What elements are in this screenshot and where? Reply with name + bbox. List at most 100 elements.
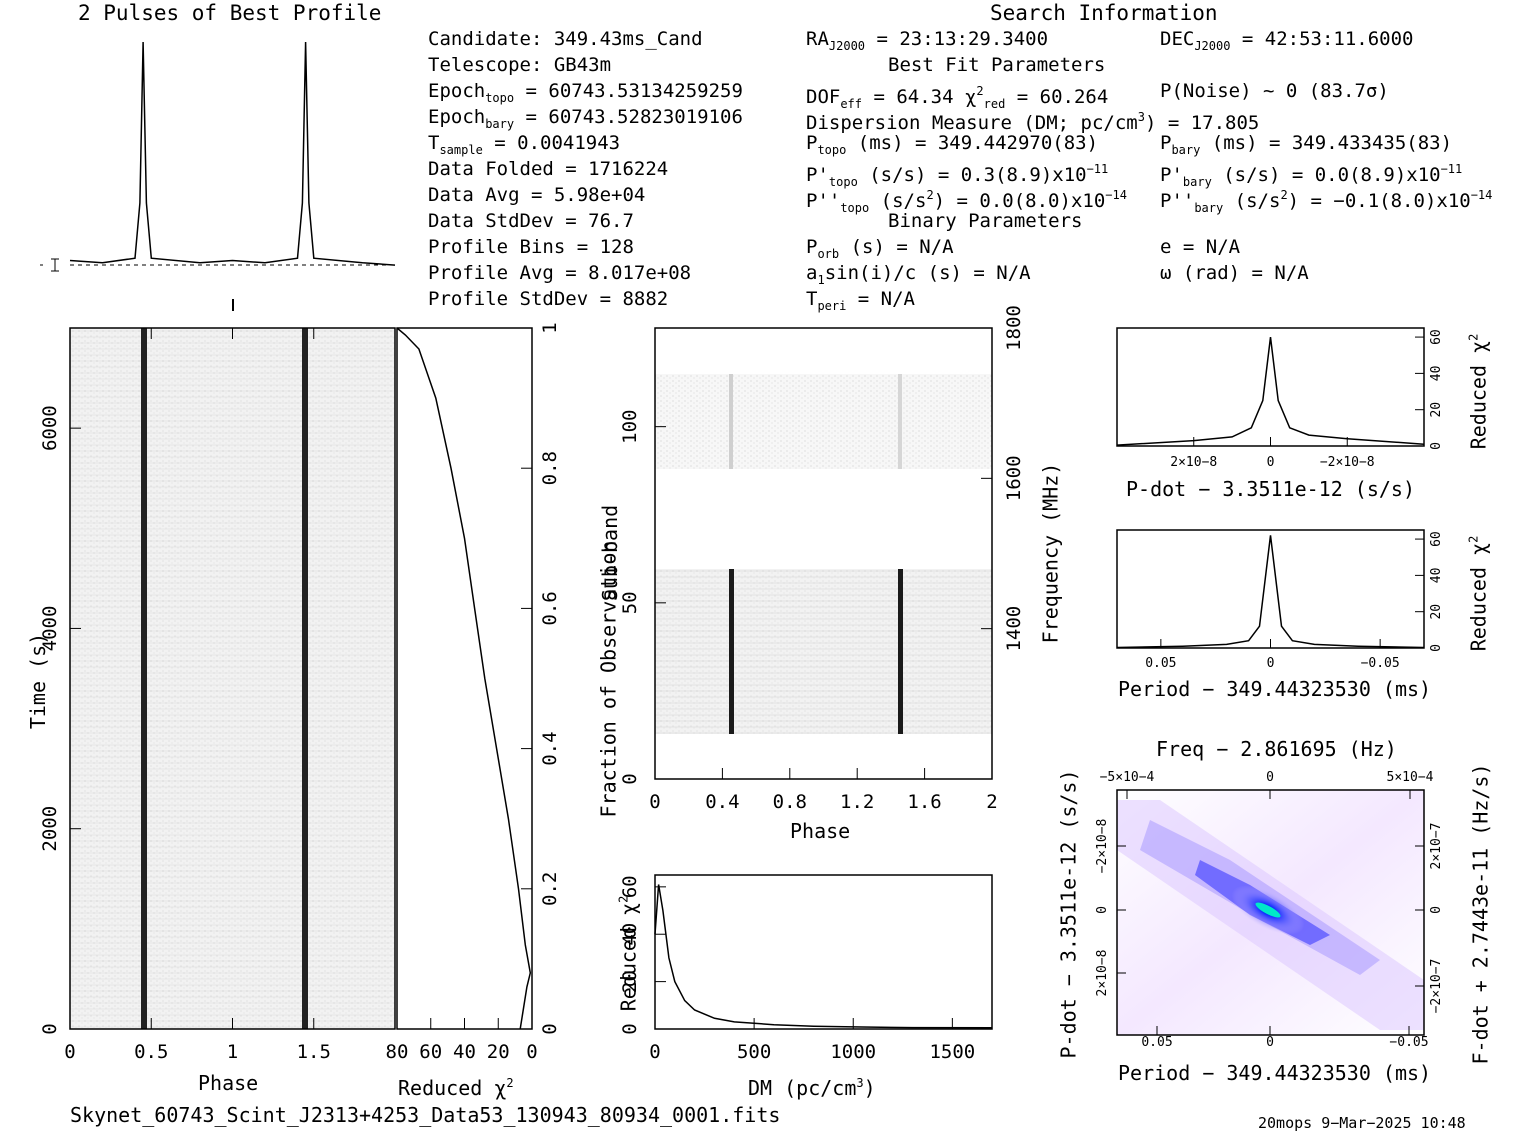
cf-xtick-label: 0 — [526, 1041, 537, 1063]
sb-xtick-label: 0.8 — [773, 791, 807, 813]
tp-xtick-label: 0.5 — [134, 1041, 168, 1063]
search-info-title: Search Information — [990, 1, 1218, 25]
pdot-xtick-label: 2×10−8 — [1170, 455, 1217, 470]
best-fit-title: Best Fit Parameters — [888, 54, 1106, 76]
cf-xtick-label: 60 — [419, 1041, 442, 1063]
tp-xtick-label: 1 — [227, 1041, 238, 1063]
tp-xtick-label: 1.5 — [297, 1041, 331, 1063]
cf-ytick-label: 0 — [539, 1023, 561, 1034]
tp-ytick-label: 4000 — [39, 606, 61, 652]
period-plot: 0.05 0 −0.05 0 20 40 60 — [1116, 529, 1444, 671]
period-xlabel: Period − 349.44323530 (ms) — [1118, 677, 1432, 701]
time-phase-plot: 0 0.5 1 1.5 0 2000 4000 6000 — [39, 327, 396, 1063]
subband-y2label: Frequency (MHz) — [1038, 462, 1063, 644]
pdot-plot: 2×10−8 0 −2×10−8 0 20 40 60 — [1116, 327, 1444, 470]
dm-xtick-label: 1000 — [830, 1041, 876, 1063]
binary-omega: ω (rad) = N/A — [1160, 262, 1309, 284]
map-title: Freq − 2.861695 (Hz) — [1156, 737, 1397, 761]
sb-xtick-label: 1.6 — [907, 791, 941, 813]
pdot-curve — [1116, 337, 1425, 446]
tp-xtick-label: 0 — [64, 1041, 75, 1063]
info-epoch-bary: Epochbary = 60743.52823019106 — [428, 106, 743, 131]
pdot-xtick-label: 0 — [1267, 455, 1275, 470]
map-ylabel: P-dot − 3.3511e-12 (s/s) — [1056, 769, 1081, 1059]
period-xtick-label: 0 — [1267, 656, 1275, 671]
binary-title: Binary Parameters — [888, 210, 1083, 232]
dm-ytick-label: 0 — [619, 1023, 641, 1034]
dm-ytick-label: 40 — [619, 923, 641, 946]
footer-filename: Skynet_60743_Scint_J2313+4253_Data53_130… — [70, 1103, 781, 1127]
pulse-track-2 — [302, 328, 308, 1029]
cf-ytick-label: 1 — [539, 322, 561, 333]
search-pnoise: P(Noise) ~ 0 (83.7σ) — [1160, 80, 1389, 102]
map-ytick-label: −2×10−8 — [1095, 819, 1110, 874]
time-phase-xlabel: Phase — [198, 1071, 259, 1095]
sb-ytick-label: 100 — [619, 409, 641, 443]
search-pdot-bary: P'bary (s/s) = 0.0(8.9)x10−11 — [1160, 162, 1463, 189]
chi2-fraction-xlabel: Reduced χ2 — [398, 1076, 514, 1100]
time-phase-ticks: 0 0.5 1 1.5 0 2000 4000 6000 — [39, 328, 331, 1063]
dm-xtick-label: 1500 — [929, 1041, 975, 1063]
tp-ytick-label: 2000 — [39, 806, 61, 852]
cf-ytick-label: 0.8 — [539, 451, 561, 485]
info-data-folded: Data Folded = 1716224 — [428, 158, 669, 180]
period-ylabel: Reduced χ2 — [1466, 535, 1491, 652]
search-pddot-topo: P''topo (s/s2) = 0.0(8.0)x10−14 — [806, 188, 1127, 215]
info-tsample: Tsample = 0.0041943 — [428, 132, 621, 157]
chi2-fraction-plot: 80 60 40 20 00 0.2 0.4 0.6 0.8 1 — [386, 322, 561, 1063]
chi2-fraction-line — [396, 327, 532, 1030]
cf-xtick-label: 40 — [453, 1041, 476, 1063]
map-ytick-label: 2×10−8 — [1095, 950, 1110, 997]
subband-ticks: 0 0.4 0.8 1.2 1.6 2 0 50 100 1400 1600 1800 — [619, 305, 1025, 813]
profile-line — [69, 41, 396, 266]
period-ytick-label: 20 — [1429, 604, 1444, 620]
time-phase-ylabel: Time (s) — [26, 632, 51, 730]
p-pdot-peak — [1255, 902, 1281, 918]
pdot-xlabel: P-dot − 3.3511e-12 (s/s) — [1126, 477, 1415, 501]
info-data-stddev: Data StdDev = 76.7 — [428, 210, 634, 232]
map-y2tick-label: 2×10−7 — [1429, 823, 1444, 870]
map-xtick-label: 0 — [1266, 1035, 1274, 1050]
map-xtick-label: 0.05 — [1141, 1035, 1172, 1050]
period-ticks: 0.05 0 −0.05 0 20 40 60 — [1145, 531, 1444, 671]
p-pdot-ticks: 0.05 0 −0.05 −5×10−4 0 5×10−4 −2×10−8 0 2×10−8 2×… — [1095, 770, 1444, 1050]
subband-xlabel: Phase — [790, 819, 851, 843]
pdot-ytick-label: 40 — [1429, 366, 1444, 382]
tp-ytick-label: 6000 — [39, 405, 61, 451]
search-pdot-topo: P'topo (s/s) = 0.3(8.9)x10−11 — [806, 162, 1109, 189]
sb-xtick-label: 0.4 — [705, 791, 739, 813]
dm-plot: 0 500 1000 1500 0 20 40 60 — [619, 874, 993, 1063]
dm-curve — [654, 884, 993, 1029]
cf-ytick-label: 0.4 — [539, 731, 561, 765]
info-profile-bins: Profile Bins = 128 — [428, 236, 634, 258]
profile-errorbar — [40, 258, 59, 272]
dm-xtick-label: 0 — [649, 1041, 660, 1063]
pdot-ytick-label: 20 — [1429, 402, 1444, 418]
binary-a1: a1sin(i)/c (s) = N/A — [806, 262, 1031, 287]
dm-xtick-label: 500 — [737, 1041, 771, 1063]
profile-title: 2 Pulses of Best Profile — [78, 1, 382, 25]
map-y2tick-label: 0 — [1429, 906, 1444, 914]
map-xlabel: Period − 349.44323530 (ms) — [1118, 1061, 1432, 1085]
chi2-fraction-ticks: 80 60 40 20 00 0.2 0.4 0.6 0.8 1 — [386, 322, 561, 1063]
search-pbary: Pbary (ms) = 349.433435(83) — [1160, 132, 1453, 157]
map-x2tick-label: −5×10−4 — [1100, 770, 1155, 785]
period-frame — [1116, 529, 1425, 649]
sb-y2tick-label: 1600 — [1003, 455, 1025, 501]
profile-plot — [40, 41, 396, 311]
subband-frame — [654, 327, 993, 780]
info-epoch-topo: Epochtopo = 60743.53134259259 — [428, 80, 743, 105]
search-dof-chi2: DOFeff = 64.34 χ2red = 60.264 — [806, 84, 1109, 111]
pdot-ytick-label: 0 — [1429, 442, 1444, 450]
search-dec: DECJ2000 = 42:53:11.6000 — [1160, 28, 1414, 53]
cf-ytick-label: 0.2 — [539, 872, 561, 906]
period-ytick-label: 0 — [1429, 644, 1444, 652]
info-profile-stddev: Profile StdDev = 8882 — [428, 288, 669, 310]
map-x2tick-label: 5×10−4 — [1387, 770, 1434, 785]
period-ytick-label: 60 — [1429, 531, 1444, 547]
info-profile-avg: Profile Avg = 8.017e+08 — [428, 262, 692, 284]
pdot-frame — [1116, 327, 1425, 447]
info-candidate: Candidate: 349.43ms_Cand — [428, 28, 703, 50]
dm-frame — [654, 874, 993, 1030]
